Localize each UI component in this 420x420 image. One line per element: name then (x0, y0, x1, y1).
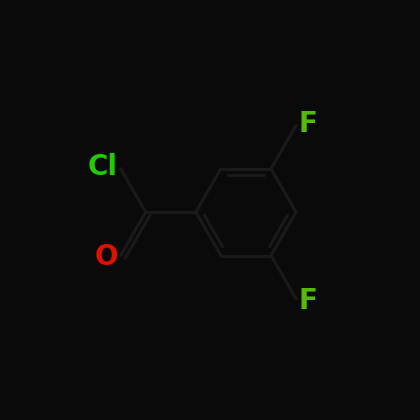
Text: Cl: Cl (88, 153, 118, 181)
Text: F: F (299, 110, 318, 138)
Text: O: O (94, 243, 118, 271)
Text: F: F (299, 286, 318, 315)
